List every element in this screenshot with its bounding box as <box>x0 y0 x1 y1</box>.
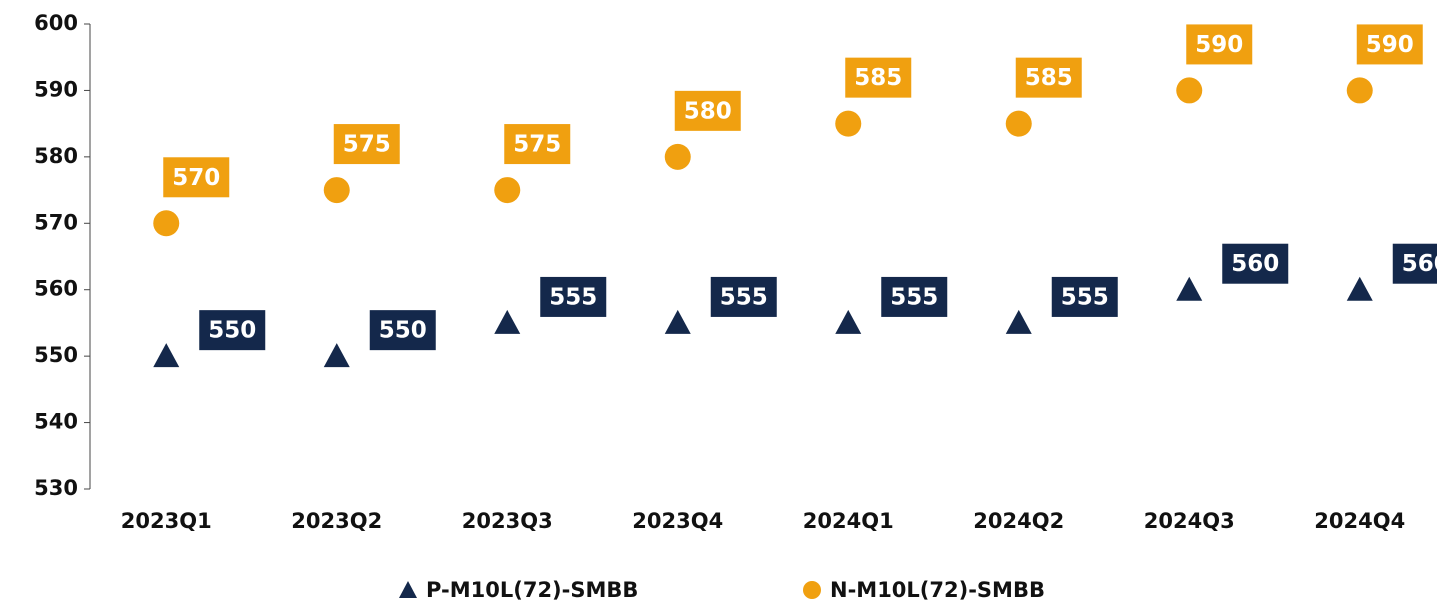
point <box>1005 110 1032 137</box>
point <box>494 309 521 334</box>
data-label-box <box>1392 243 1437 284</box>
data-label: 555 <box>890 284 938 310</box>
data-label: 560 <box>1231 251 1279 277</box>
data-label-box <box>199 310 266 351</box>
x-tick-label: 2023Q4 <box>632 509 723 533</box>
point <box>1005 309 1032 334</box>
data-label: 585 <box>854 65 902 91</box>
data-label: 550 <box>208 318 256 344</box>
data-label: 580 <box>684 98 732 124</box>
point <box>835 110 862 137</box>
legend-marker <box>399 581 417 598</box>
y-tick-label: 600 <box>34 11 78 35</box>
y-tick-label: 550 <box>34 343 78 367</box>
data-label-box <box>1186 24 1253 65</box>
data-label: 555 <box>1061 284 1109 310</box>
data-label-box <box>710 276 777 317</box>
x-tick-label: 2024Q3 <box>1144 509 1235 533</box>
data-label: 555 <box>720 284 768 310</box>
x-tick-label: 2024Q4 <box>1314 509 1405 533</box>
x-tick-label: 2024Q1 <box>803 509 894 533</box>
point <box>323 177 350 204</box>
legend-label: N-M10L(72)-SMBB <box>830 578 1045 602</box>
y-tick-label: 570 <box>34 210 78 234</box>
legend-marker <box>803 581 821 599</box>
data-label: 590 <box>1195 32 1243 58</box>
y-tick-label: 590 <box>34 77 78 101</box>
y-tick-label: 530 <box>34 476 78 500</box>
data-label-box <box>1051 276 1118 317</box>
point <box>1346 276 1373 301</box>
data-label: 555 <box>549 284 597 310</box>
data-label-box <box>845 57 912 98</box>
data-label-box <box>504 124 571 165</box>
point <box>494 177 521 204</box>
data-label-box <box>1015 57 1082 98</box>
data-label: 575 <box>343 132 391 158</box>
data-label: 560 <box>1402 251 1437 277</box>
y-tick-label: 540 <box>34 410 78 434</box>
x-tick-label: 2023Q3 <box>462 509 553 533</box>
y-tick-label: 580 <box>34 144 78 168</box>
point <box>323 343 350 368</box>
point <box>1346 77 1373 104</box>
data-label: 585 <box>1025 65 1073 91</box>
data-label-box <box>540 276 607 317</box>
point <box>153 343 180 368</box>
x-tick-label: 2023Q1 <box>121 509 212 533</box>
data-label-box <box>163 157 230 198</box>
data-label-box <box>1222 243 1289 284</box>
data-label: 590 <box>1366 32 1414 58</box>
data-label: 575 <box>513 132 561 158</box>
point <box>664 309 691 334</box>
point <box>153 210 180 237</box>
data-label: 550 <box>379 318 427 344</box>
data-label: 570 <box>172 165 220 191</box>
y-tick-label: 560 <box>34 277 78 301</box>
point <box>664 143 691 170</box>
x-tick-label: 2023Q2 <box>291 509 382 533</box>
data-label-box <box>674 90 741 131</box>
point <box>835 309 862 334</box>
legend-label: P-M10L(72)-SMBB <box>426 578 638 602</box>
point <box>1176 77 1203 104</box>
point <box>1176 276 1203 301</box>
data-label-box <box>333 124 400 165</box>
data-label-box <box>369 310 436 351</box>
x-tick-label: 2024Q2 <box>973 509 1064 533</box>
data-label-box <box>881 276 948 317</box>
data-label-box <box>1356 24 1423 65</box>
